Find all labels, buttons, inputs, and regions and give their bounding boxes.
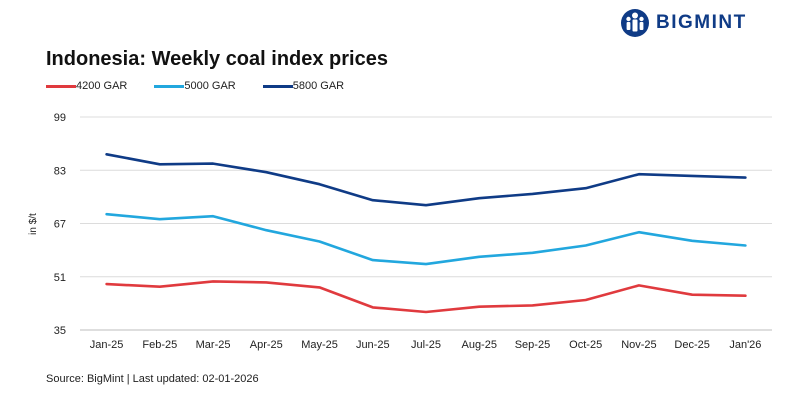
legend-swatch-4200 [46, 84, 76, 88]
x-tick-label: Mar-25 [196, 339, 231, 351]
x-tick-label: Aug-25 [461, 339, 496, 351]
y-tick-label: 83 [54, 165, 66, 177]
x-tick-label: Jan-25 [90, 339, 124, 351]
x-tick-labels: Jan-25 Feb-25 Mar-25 Apr-25 May-25 Jun-25 Jul-… [90, 339, 762, 351]
y-tick-label: 99 [54, 112, 66, 124]
series-lines [105, 153, 747, 314]
series-line-5800-gar [105, 153, 747, 207]
x-tick-label: May-25 [301, 339, 338, 351]
series-line-4200-gar [105, 280, 747, 314]
x-tick-label: Nov-25 [621, 339, 656, 351]
brand-name: BIGMINT [656, 12, 747, 33]
y-tick-labels: 35 51 67 83 99 [54, 112, 66, 337]
y-tick-label: 67 [54, 219, 66, 231]
x-tick-label: Dec-25 [674, 339, 709, 351]
x-tick-label: Jul-25 [411, 339, 441, 351]
x-tick-label: Feb-25 [142, 339, 177, 351]
chart-title: Indonesia: Weekly coal index prices [46, 48, 388, 70]
y-axis-label: in $/t [28, 213, 39, 235]
legend-swatch-5800 [262, 84, 293, 88]
x-tick-label: Jan'26 [729, 339, 761, 351]
series-line-5000-gar [105, 212, 747, 266]
source-note: Source: BigMint | Last updated: 02-01-20… [46, 373, 259, 385]
legend-label-5800: 5800 GAR [292, 80, 345, 92]
legend-label-5000: 5000 GAR [184, 80, 236, 92]
x-tick-label: Jun-25 [356, 339, 390, 351]
brand-logo: BIGMINT [620, 8, 780, 38]
x-tick-label: Oct-25 [569, 339, 602, 351]
x-tick-label: Sep-25 [515, 339, 550, 351]
legend-swatch-5000 [154, 84, 185, 88]
gridlines [80, 116, 772, 331]
y-tick-label: 35 [54, 325, 66, 337]
legend-label-4200: 4200 GAR [76, 80, 128, 92]
x-tick-label: Apr-25 [250, 339, 283, 351]
legend-item-5000: 5000 GAR [154, 80, 236, 92]
y-tick-label: 51 [54, 272, 66, 284]
legend-item-5800: 5800 GAR [262, 80, 345, 92]
legend-item-4200: 4200 GAR [46, 80, 127, 92]
chart-legend: 4200 GAR 5000 GAR 5800 GAR [46, 80, 371, 92]
bigmint-logo-icon [621, 9, 649, 37]
